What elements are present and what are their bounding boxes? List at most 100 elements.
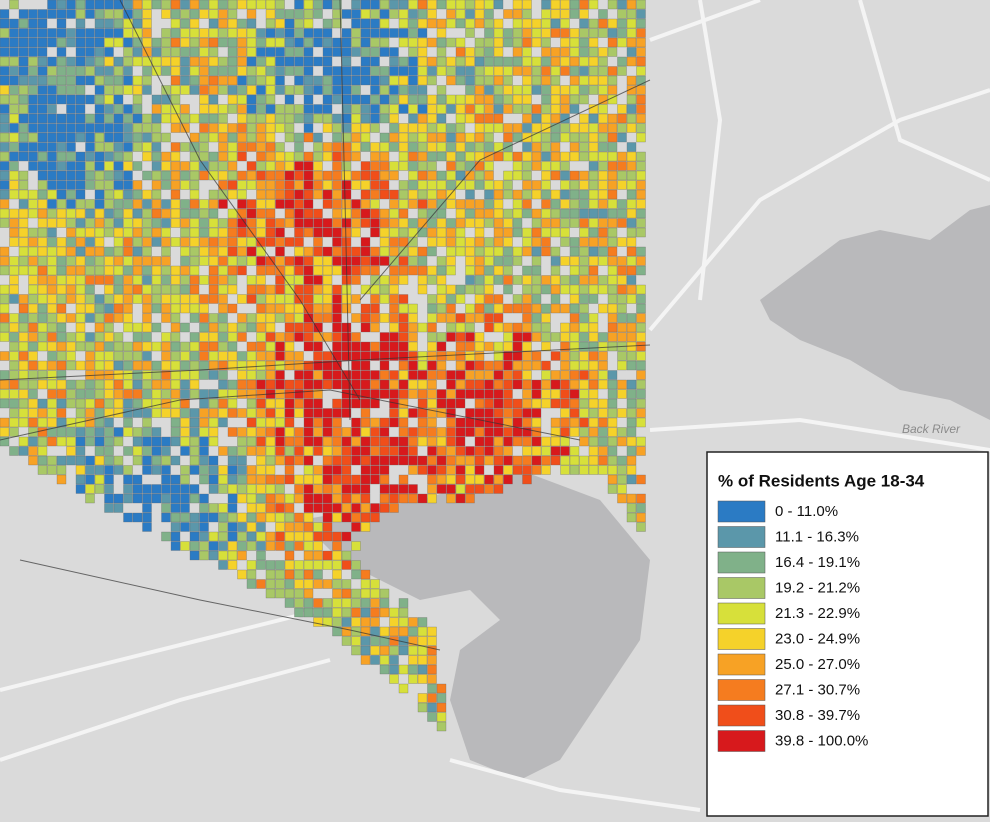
map-cell bbox=[189, 28, 200, 38]
map-cell bbox=[142, 322, 152, 333]
map-cell bbox=[417, 693, 428, 703]
map-cell bbox=[607, 379, 618, 390]
map-cell bbox=[360, 360, 371, 371]
map-cell bbox=[265, 94, 276, 105]
map-cell bbox=[294, 151, 304, 162]
map-cell bbox=[332, 85, 342, 95]
map-cell bbox=[379, 379, 390, 390]
map-cell bbox=[579, 313, 589, 323]
map-cell bbox=[455, 9, 466, 19]
map-cell bbox=[322, 474, 333, 485]
map-cell bbox=[550, 132, 561, 143]
map-cell bbox=[474, 75, 485, 86]
map-cell bbox=[161, 47, 171, 57]
map-cell bbox=[588, 379, 599, 390]
map-cell bbox=[180, 275, 190, 285]
map-cell bbox=[550, 151, 561, 162]
map-cell bbox=[550, 170, 561, 181]
map-cell bbox=[265, 493, 276, 504]
map-cell bbox=[332, 550, 342, 561]
map-cell bbox=[113, 18, 124, 29]
map-cell bbox=[626, 208, 637, 219]
map-cell bbox=[550, 379, 561, 390]
map-cell bbox=[455, 37, 466, 48]
map-cell bbox=[284, 579, 295, 589]
map-cell bbox=[18, 18, 29, 29]
map-cell bbox=[189, 151, 200, 162]
map-cell bbox=[455, 208, 466, 219]
map-cell bbox=[626, 142, 637, 152]
map-cell bbox=[465, 104, 475, 114]
map-cell bbox=[522, 294, 532, 304]
map-cell bbox=[180, 180, 190, 190]
map-cell bbox=[208, 332, 219, 342]
map-cell bbox=[0, 379, 10, 390]
map-cell bbox=[436, 123, 447, 133]
map-cell bbox=[18, 294, 29, 304]
map-cell bbox=[474, 18, 485, 29]
map-cell bbox=[237, 465, 247, 475]
map-cell bbox=[75, 0, 86, 10]
map-cell bbox=[550, 284, 561, 295]
map-cell bbox=[180, 484, 190, 494]
map-cell bbox=[303, 0, 314, 10]
map-cell bbox=[303, 218, 314, 228]
map-cell bbox=[588, 161, 599, 171]
map-cell bbox=[0, 104, 10, 114]
map-cell bbox=[189, 313, 200, 323]
map-cell bbox=[66, 341, 76, 352]
map-cell bbox=[132, 123, 143, 133]
map-cell bbox=[256, 531, 266, 542]
map-cell bbox=[275, 161, 285, 171]
map-cell bbox=[512, 351, 523, 361]
map-cell bbox=[626, 246, 637, 257]
map-cell bbox=[360, 398, 371, 409]
map-cell bbox=[360, 598, 371, 608]
map-cell bbox=[256, 455, 266, 466]
map-cell bbox=[408, 360, 418, 371]
map-cell bbox=[132, 474, 143, 485]
map-cell bbox=[351, 113, 361, 124]
map-cell bbox=[56, 208, 67, 219]
map-cell bbox=[408, 645, 418, 656]
map-cell bbox=[28, 408, 38, 418]
map-cell bbox=[303, 417, 314, 428]
map-cell bbox=[370, 56, 380, 67]
map-cell bbox=[275, 427, 285, 437]
map-cell bbox=[284, 351, 295, 361]
map-cell bbox=[332, 303, 342, 314]
map-cell bbox=[284, 408, 295, 418]
map-cell bbox=[123, 417, 133, 428]
map-cell bbox=[465, 256, 475, 266]
map-cell bbox=[370, 655, 380, 665]
map-cell bbox=[161, 56, 171, 67]
map-cell bbox=[199, 332, 209, 342]
map-cell bbox=[66, 294, 76, 304]
map-cell bbox=[427, 237, 437, 247]
map-cell bbox=[161, 474, 171, 485]
map-cell bbox=[56, 28, 67, 38]
map-cell bbox=[56, 370, 67, 380]
map-cell bbox=[47, 275, 57, 285]
map-cell bbox=[636, 227, 646, 238]
map-cell bbox=[341, 113, 352, 124]
map-cell bbox=[37, 142, 48, 152]
map-cell bbox=[303, 427, 314, 437]
map-cell bbox=[161, 360, 171, 371]
map-cell bbox=[484, 161, 494, 171]
map-cell bbox=[275, 474, 285, 485]
map-cell bbox=[218, 522, 228, 532]
map-cell bbox=[246, 37, 257, 48]
map-cell bbox=[617, 389, 627, 399]
map-cell bbox=[189, 9, 200, 19]
map-cell bbox=[417, 180, 428, 190]
map-cell bbox=[284, 47, 295, 57]
map-cell bbox=[303, 341, 314, 352]
map-cell bbox=[303, 132, 314, 143]
map-cell bbox=[208, 427, 219, 437]
map-cell bbox=[113, 0, 124, 10]
map-cell bbox=[284, 199, 295, 209]
map-cell bbox=[531, 104, 542, 114]
map-cell bbox=[455, 493, 466, 504]
map-cell bbox=[284, 151, 295, 162]
